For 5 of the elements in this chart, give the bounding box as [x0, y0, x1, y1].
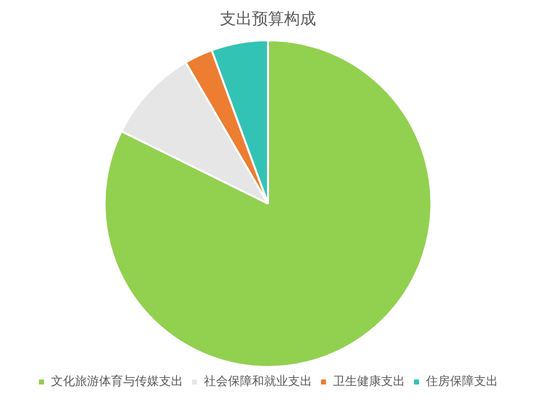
legend-label: 住房保障支出	[425, 374, 498, 388]
legend-label: 文化旅游体育与传媒支出	[51, 374, 183, 388]
legend-label: 社会保障和就业支出	[204, 374, 312, 388]
chart-title: 支出预算构成	[220, 8, 316, 28]
legend-label: 卫生健康支出	[333, 374, 405, 388]
